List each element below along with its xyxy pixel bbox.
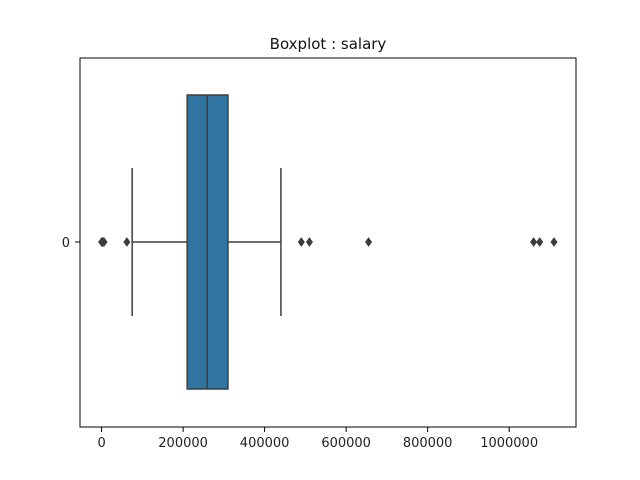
outlier-point	[550, 237, 558, 247]
x-tick-label: 600000	[321, 436, 371, 451]
x-axis: 0 200000 400000 600000 800000 1000000	[97, 427, 538, 451]
x-tick-label: 400000	[240, 436, 290, 451]
plot-area	[98, 94, 558, 390]
outlier-point	[365, 237, 373, 247]
outlier-point	[530, 237, 538, 247]
outlier-point	[123, 237, 131, 247]
y-tick-label: 0	[62, 236, 70, 251]
outlier-point	[536, 237, 544, 247]
chart-title: Boxplot : salary	[270, 35, 387, 53]
outlier-point	[100, 237, 108, 247]
outlier-point	[305, 237, 313, 247]
x-tick-label: 800000	[403, 436, 453, 451]
x-tick-label: 200000	[158, 436, 208, 451]
plot-frame	[79, 57, 577, 428]
outlier-point	[297, 237, 305, 247]
x-tick-label: 1000000	[480, 436, 538, 451]
x-tick-label: 0	[97, 436, 105, 451]
y-axis: 0	[62, 236, 80, 251]
